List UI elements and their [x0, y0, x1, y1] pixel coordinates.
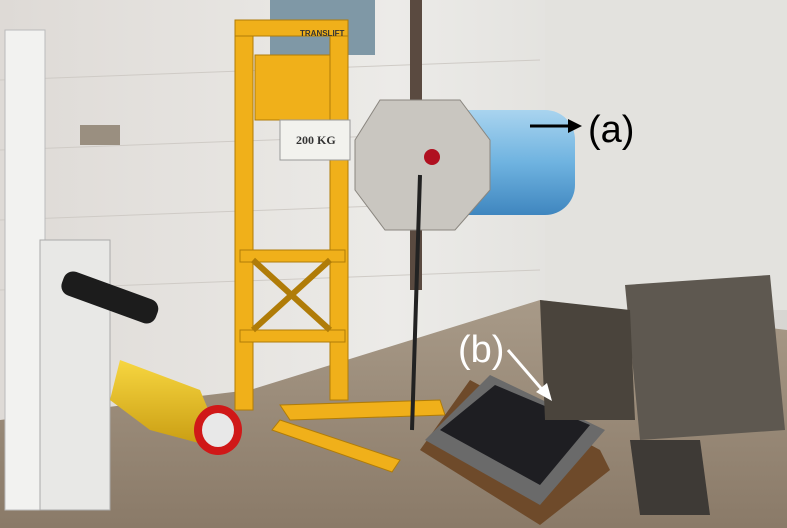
- scene: TRANSLIFT 200 KG: [0, 0, 787, 528]
- scene-text: 200 KG: [296, 133, 336, 147]
- photo: TRANSLIFT 200 KG (a) (b): [0, 0, 787, 528]
- annotation-label: (a): [588, 109, 634, 151]
- annotation-label: (b): [458, 329, 504, 371]
- scene-text: TRANSLIFT: [300, 29, 345, 38]
- page: TRANSLIFT 200 KG (a) (b) (() => { const …: [0, 0, 787, 528]
